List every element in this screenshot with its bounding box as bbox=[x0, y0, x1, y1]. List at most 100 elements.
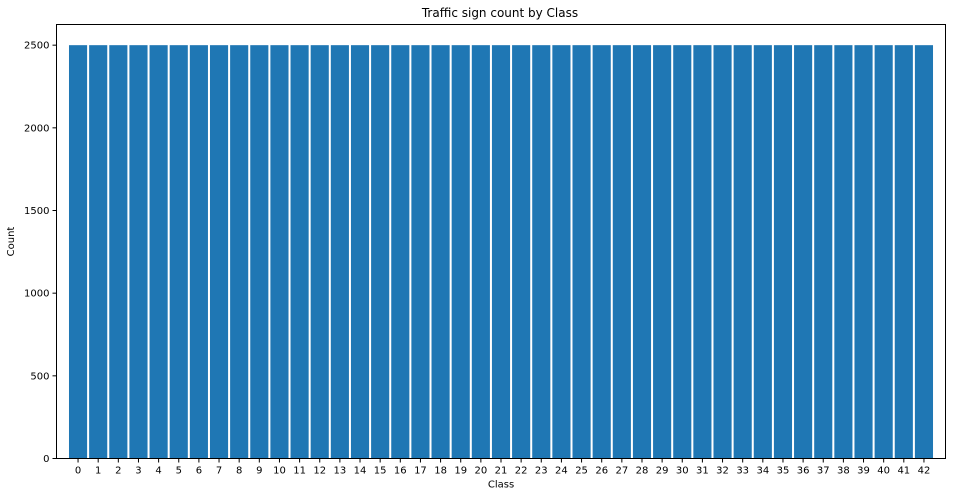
y-tick-label: 1500 bbox=[24, 206, 49, 217]
x-tick-label: 24 bbox=[555, 466, 568, 477]
bar-class-28 bbox=[632, 45, 652, 459]
x-tick-label: 4 bbox=[155, 466, 161, 477]
x-tick-label: 16 bbox=[394, 466, 407, 477]
x-tick-label: 30 bbox=[676, 466, 689, 477]
x-tick-label: 42 bbox=[918, 466, 931, 477]
x-tick-label: 31 bbox=[696, 466, 709, 477]
x-tick-label: 35 bbox=[777, 466, 790, 477]
plot-frame bbox=[56, 24, 946, 459]
x-tick-label: 13 bbox=[334, 466, 347, 477]
bar-class-11 bbox=[290, 45, 309, 459]
bar-class-42 bbox=[914, 45, 934, 459]
x-tick-label: 41 bbox=[897, 466, 910, 477]
bar-class-16 bbox=[391, 45, 410, 459]
x-tick-label: 33 bbox=[736, 466, 749, 477]
bar-class-8 bbox=[230, 45, 249, 459]
x-tick-label: 19 bbox=[454, 466, 467, 477]
bar-class-34 bbox=[753, 45, 772, 459]
x-tick-label: 9 bbox=[256, 466, 262, 477]
y-tick-label: 2000 bbox=[24, 123, 49, 134]
bar-class-21 bbox=[491, 45, 511, 459]
bar-class-1 bbox=[89, 45, 108, 459]
x-tick-label: 37 bbox=[817, 466, 830, 477]
bar-class-22 bbox=[512, 45, 531, 459]
x-tick-label: 5 bbox=[176, 466, 182, 477]
y-tick-label: 500 bbox=[30, 371, 49, 382]
bar-class-20 bbox=[471, 45, 490, 459]
x-tick-label: 21 bbox=[495, 466, 508, 477]
bar-class-25 bbox=[572, 45, 591, 459]
bar-class-0 bbox=[68, 45, 88, 459]
bar-class-37 bbox=[814, 45, 833, 459]
x-tick-label: 11 bbox=[293, 466, 306, 477]
bar-class-12 bbox=[310, 45, 329, 459]
x-tick-label: 8 bbox=[236, 466, 242, 477]
bar-class-6 bbox=[189, 45, 208, 459]
bar-class-23 bbox=[532, 45, 551, 459]
x-tick-label: 27 bbox=[615, 466, 628, 477]
x-tick-label: 1 bbox=[95, 466, 101, 477]
x-tick-label: 40 bbox=[877, 466, 890, 477]
x-tick-label: 39 bbox=[857, 466, 870, 477]
chart-title: Traffic sign count by Class bbox=[421, 6, 578, 20]
bar-class-30 bbox=[673, 45, 692, 459]
x-tick-label: 28 bbox=[636, 466, 649, 477]
bar-class-2 bbox=[109, 45, 128, 459]
x-tick-label: 29 bbox=[656, 466, 669, 477]
x-tick-label: 20 bbox=[474, 466, 487, 477]
y-tick-label: 2500 bbox=[24, 41, 49, 52]
x-tick-label: 18 bbox=[434, 466, 447, 477]
bar-class-38 bbox=[834, 45, 853, 459]
bar-class-18 bbox=[431, 45, 450, 459]
x-tick-label: 26 bbox=[595, 466, 608, 477]
x-tick-label: 22 bbox=[515, 466, 528, 477]
bars-group bbox=[68, 45, 934, 459]
bar-class-33 bbox=[733, 45, 752, 459]
bar-class-39 bbox=[854, 45, 873, 459]
bar-class-15 bbox=[371, 45, 390, 459]
bar-class-4 bbox=[149, 45, 168, 459]
x-tick-label: 7 bbox=[216, 466, 222, 477]
bar-class-13 bbox=[330, 45, 349, 459]
x-tick-label: 0 bbox=[75, 466, 81, 477]
bar-class-31 bbox=[693, 45, 712, 459]
bar-class-32 bbox=[713, 45, 732, 459]
x-tick-label: 36 bbox=[797, 466, 810, 477]
x-tick-label: 23 bbox=[535, 466, 548, 477]
y-axis-label: Count bbox=[6, 227, 17, 257]
x-tick-label: 25 bbox=[575, 466, 588, 477]
x-tick-label: 34 bbox=[756, 466, 769, 477]
x-tick-label: 17 bbox=[414, 466, 427, 477]
bar-class-36 bbox=[794, 45, 813, 459]
x-tick-label: 6 bbox=[196, 466, 202, 477]
x-tick-label: 14 bbox=[354, 466, 367, 477]
bar-class-27 bbox=[612, 45, 631, 459]
x-axis: 0 1 2 3 4 5 6 7 8 9 10 11 12 13 14 15 16 17 18 19 20 21 22 23 24… bbox=[75, 458, 931, 477]
bar-class-9 bbox=[250, 45, 269, 459]
x-axis-label: Class bbox=[488, 480, 514, 491]
bar-class-7 bbox=[209, 45, 229, 459]
x-tick-label: 12 bbox=[313, 466, 326, 477]
bar-class-3 bbox=[129, 45, 148, 459]
bar-class-19 bbox=[451, 45, 470, 459]
bar-class-35 bbox=[773, 45, 793, 459]
x-tick-label: 38 bbox=[837, 466, 850, 477]
x-tick-label: 2 bbox=[115, 466, 121, 477]
x-tick-label: 3 bbox=[135, 466, 141, 477]
x-tick-label: 32 bbox=[716, 466, 729, 477]
y-tick-label: 1000 bbox=[24, 289, 49, 300]
bar-class-24 bbox=[552, 45, 571, 459]
bar-class-14 bbox=[350, 45, 370, 459]
bar-class-10 bbox=[270, 45, 289, 459]
y-tick-label: 0 bbox=[43, 454, 49, 465]
x-tick-label: 15 bbox=[374, 466, 387, 477]
y-axis: 0 500 1000 1500 2000 2500 bbox=[24, 41, 57, 465]
bar-class-41 bbox=[894, 45, 913, 459]
bar-class-5 bbox=[169, 45, 188, 459]
x-tick-label: 10 bbox=[273, 466, 286, 477]
bar-class-26 bbox=[592, 45, 611, 459]
bar-class-29 bbox=[653, 45, 672, 459]
bar-class-40 bbox=[874, 45, 893, 459]
